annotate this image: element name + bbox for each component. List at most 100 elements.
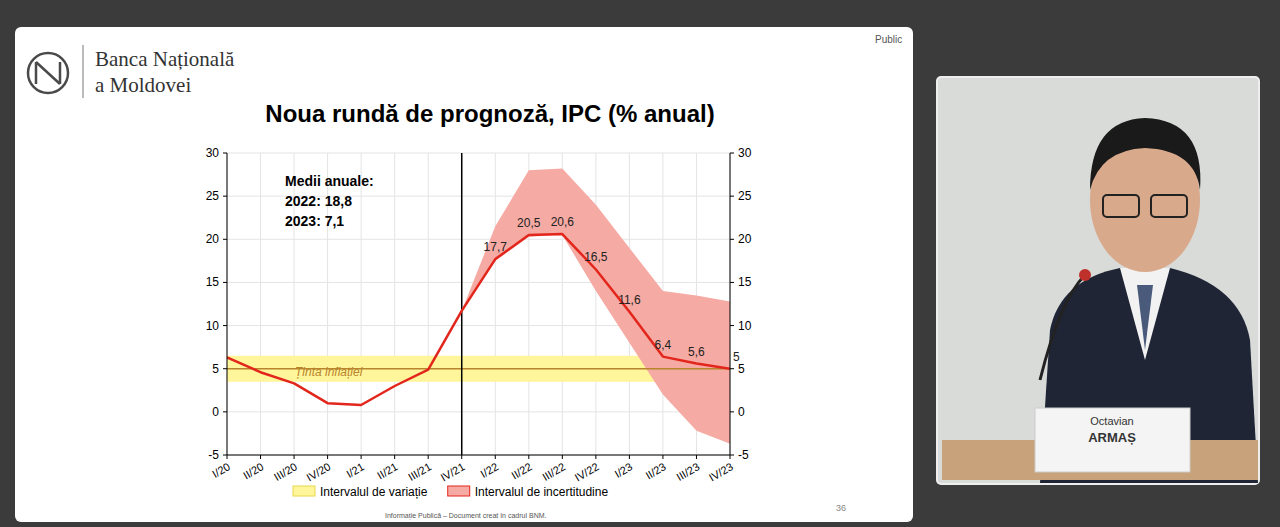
legend-label: Intervalul de incertitudine: [475, 485, 609, 499]
x-tick-label: I/23: [613, 460, 635, 480]
legend-label: Intervalul de variație: [320, 485, 428, 499]
tick: [223, 368, 227, 369]
x-tick-label: II/22: [509, 460, 534, 481]
tick: [227, 455, 228, 459]
data-label: 5,6: [688, 345, 705, 359]
microphone: [1040, 275, 1085, 380]
grid-line: [227, 455, 730, 456]
y2-tick-label: 20: [738, 232, 752, 246]
grid-line: [227, 153, 228, 455]
x-tick-label: II/21: [375, 460, 400, 481]
y-tick-label: -5: [208, 448, 219, 462]
tick: [730, 196, 734, 197]
y2-tick-label: 30: [738, 146, 752, 160]
y2-tick-label: 25: [738, 189, 752, 203]
y2-tick-label: 10: [738, 319, 752, 333]
slide: [15, 27, 913, 522]
tick: [394, 455, 395, 459]
background: [0, 0, 1280, 527]
tick: [730, 239, 734, 240]
x-tick-label: IV/23: [707, 460, 735, 483]
speaker-name: Octavian: [1090, 415, 1133, 427]
x-tick-label: II/20: [241, 460, 266, 481]
tick: [327, 455, 328, 459]
grid-line: [260, 153, 261, 455]
tick: [730, 153, 734, 154]
y2-tick-label: -5: [738, 448, 749, 462]
tick: [361, 455, 362, 459]
x-tick-label: I/21: [344, 460, 366, 480]
org-name: Banca Națională: [95, 47, 235, 71]
annotation: 2022: 18,8: [285, 193, 352, 209]
speaker-glasses: [1103, 195, 1139, 217]
forecast-divider: [461, 153, 463, 455]
grid-line: [394, 153, 395, 455]
tick: [428, 455, 429, 459]
legend-swatch: [293, 486, 315, 496]
tick: [223, 325, 227, 326]
y-tick-label: 30: [206, 146, 220, 160]
tick: [730, 325, 734, 326]
band-area: [462, 169, 730, 444]
speaker-name: ARMAȘ: [1088, 430, 1136, 445]
y-tick-label: 15: [206, 275, 220, 289]
y2-tick-label: 0: [738, 405, 745, 419]
x-tick-label: III/20: [272, 460, 299, 483]
y-axis: [227, 153, 228, 455]
tick: [696, 455, 697, 459]
video-panel: [937, 77, 1259, 484]
x-tick-label: II/23: [643, 460, 668, 481]
data-label: 5: [733, 350, 740, 364]
logo-separator: [83, 45, 84, 98]
chart-title: Noua rundă de prognoză, IPC (% anual): [265, 100, 714, 127]
x-tick-label: I/22: [478, 460, 500, 480]
tick: [495, 455, 496, 459]
y-tick-label: 0: [212, 405, 219, 419]
tick: [730, 411, 734, 412]
grid-line: [428, 153, 429, 455]
public-label: Public: [875, 34, 902, 45]
tick: [562, 455, 563, 459]
page: Banca Naționalăa Moldovei Public Noua rund…: [0, 0, 1280, 527]
x-tick-label: I/20: [210, 460, 232, 480]
target-label: Ținta inflației: [295, 365, 363, 379]
tick: [528, 455, 529, 459]
footer: Informație Publică – Document creat în c…: [385, 512, 547, 520]
tick: [223, 239, 227, 240]
nameplate: [1035, 408, 1190, 472]
grid-line: [461, 153, 462, 455]
tick: [223, 455, 227, 456]
tick: [294, 455, 295, 459]
legend-swatch: [448, 486, 470, 496]
tick: [260, 455, 261, 459]
y-tick-label: 5: [212, 362, 219, 376]
microphone-head: [1079, 269, 1091, 281]
data-label: 17,7: [484, 240, 508, 254]
logo-icon: [28, 53, 68, 93]
grid-line: [595, 153, 596, 455]
tick: [662, 455, 663, 459]
tick: [730, 368, 734, 369]
logo-icon: [36, 62, 60, 84]
tick: [223, 153, 227, 154]
y2-tick-label: 15: [738, 275, 752, 289]
data-label: 11,6: [618, 293, 641, 307]
grid-line: [227, 411, 730, 412]
grid-line: [495, 153, 496, 455]
data-label: 20,5: [517, 216, 541, 230]
grid-line: [227, 239, 730, 240]
y-tick-label: 10: [206, 319, 220, 333]
grid-line: [227, 153, 730, 154]
x-tick-label: IV/22: [573, 460, 601, 483]
tick: [223, 282, 227, 283]
tick: [223, 196, 227, 197]
grid-line: [730, 153, 731, 455]
speaker-tie: [1137, 285, 1153, 350]
x-tick-label: III/22: [540, 460, 567, 483]
tick: [595, 455, 596, 459]
annotation: Medii anuale:: [285, 173, 374, 189]
y-tick-label: 25: [206, 189, 220, 203]
y2-axis: [730, 153, 731, 455]
org-name: a Moldovei: [95, 73, 191, 97]
speaker-hair: [1090, 118, 1200, 190]
